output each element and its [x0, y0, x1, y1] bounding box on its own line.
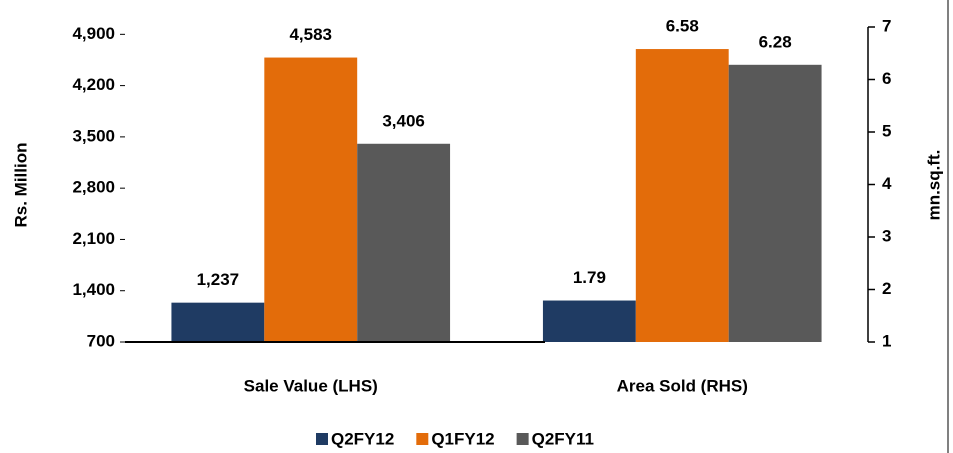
y-tick-label: 4,200 [72, 75, 115, 94]
data-label: 4,583 [289, 25, 332, 44]
x-tick-label: Sale Value (LHS) [244, 376, 378, 395]
y2-tick-label: 1 [882, 331, 891, 350]
data-label: 1,237 [197, 270, 240, 289]
data-label: 6.28 [759, 32, 792, 51]
y2-tick-label: 2 [882, 279, 891, 298]
bar [171, 302, 265, 342]
data-label: 6.58 [666, 17, 699, 36]
data-label: 1.79 [573, 268, 606, 287]
bar [728, 64, 822, 343]
y-tick-label: 2,100 [72, 229, 115, 248]
y2-tick-label: 5 [882, 121, 891, 140]
bar [542, 300, 636, 342]
legend-label: Q2FY11 [532, 429, 594, 448]
y2-axis-title: mn.sq.ft. [924, 150, 943, 221]
data-label: 3,406 [382, 111, 425, 130]
bar [264, 57, 358, 343]
legend-label: Q2FY12 [331, 429, 394, 448]
y-tick-label: 2,800 [72, 178, 115, 197]
y-tick-label: 700 [87, 331, 115, 350]
legend-swatch [416, 433, 429, 445]
y-tick-label: 1,400 [72, 280, 115, 299]
legend-swatch [316, 433, 328, 445]
y-axis-title: Rs. Million [11, 143, 30, 228]
legend-label: Q1FY12 [431, 429, 494, 448]
y-tick-label: 3,500 [72, 126, 115, 145]
bar [635, 49, 729, 343]
legend-swatch [516, 433, 529, 445]
y2-tick-label: 4 [882, 174, 892, 193]
y2-tick-label: 6 [882, 69, 891, 88]
x-tick-label: Area Sold (RHS) [617, 376, 748, 395]
y2-tick-label: 7 [882, 16, 891, 35]
y2-tick-label: 3 [882, 226, 891, 245]
y-tick-label: 4,900 [72, 24, 115, 43]
bar [357, 143, 451, 342]
